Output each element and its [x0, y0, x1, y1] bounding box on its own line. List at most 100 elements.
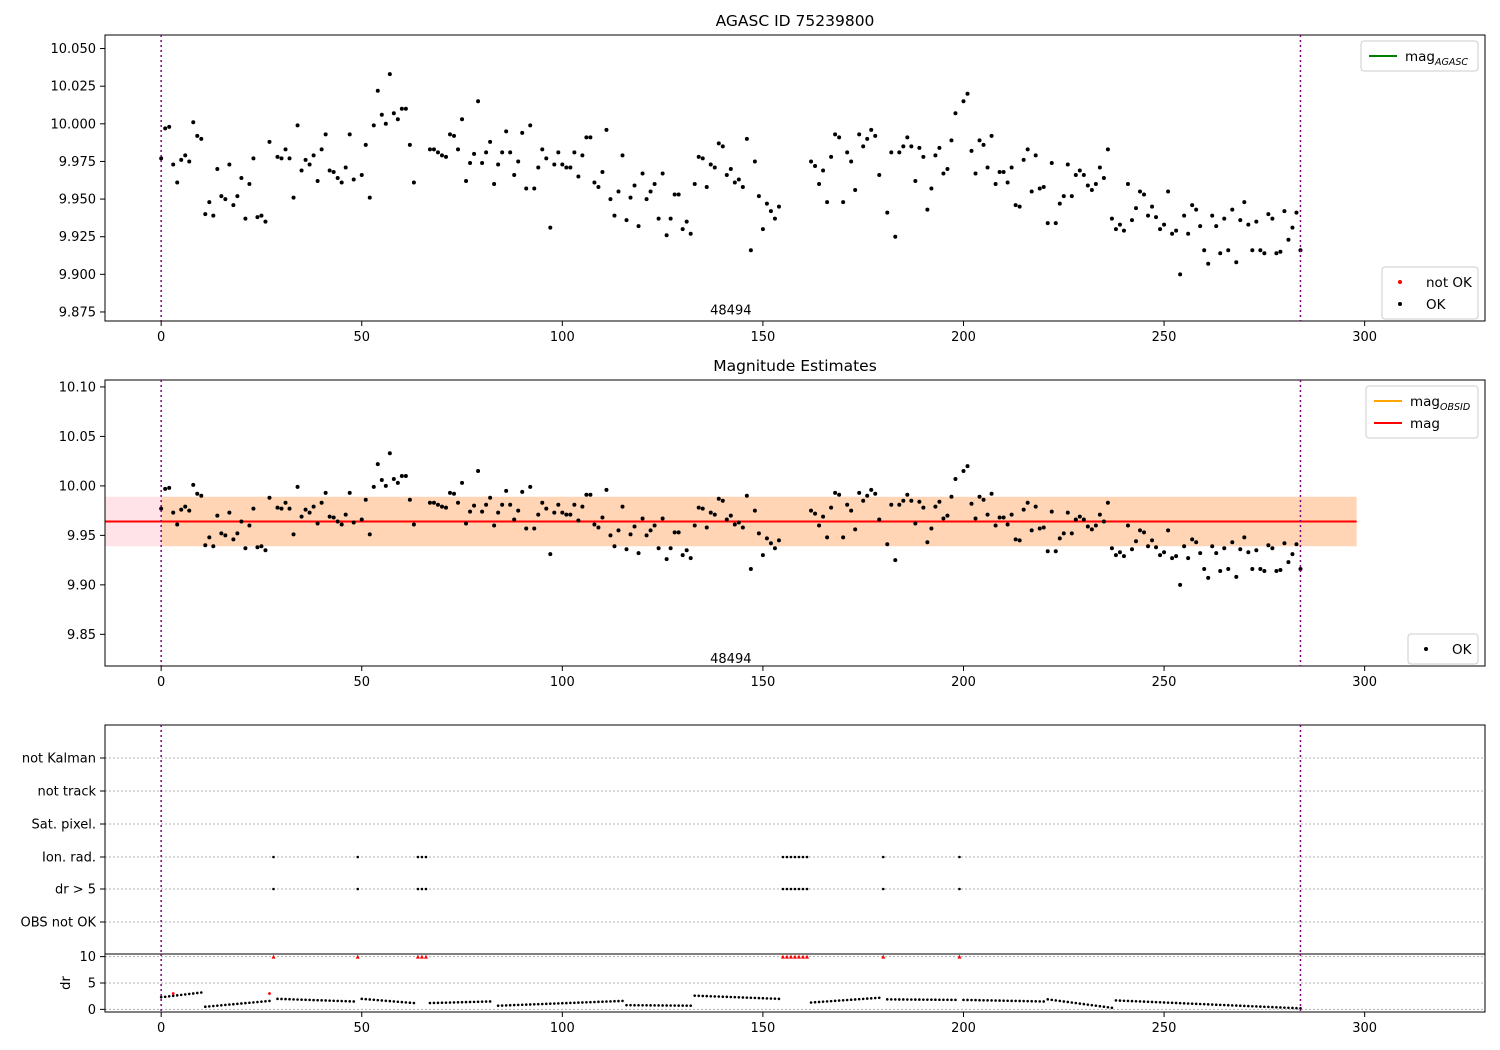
ok-point [1121, 228, 1126, 233]
ok-point [1190, 203, 1195, 208]
x-tick-label: 100 [550, 675, 575, 690]
ok-point [1194, 540, 1199, 545]
ok-point [973, 171, 978, 176]
ok-point [845, 502, 850, 507]
ok-point [1017, 538, 1022, 543]
ok-point [608, 197, 613, 202]
dr-capped-marker [957, 954, 962, 959]
dr-point [472, 1000, 476, 1004]
flag-point [789, 855, 793, 859]
ok-point [961, 469, 966, 474]
ok-point [528, 484, 533, 489]
dr-point [573, 1001, 576, 1005]
dr-point [1287, 1006, 1290, 1010]
dr-point [974, 998, 977, 1002]
flag-point [356, 887, 360, 891]
ok-point [171, 162, 176, 167]
dr-point [1122, 999, 1126, 1003]
dr-point [232, 1002, 235, 1006]
x-tick-label: 300 [1352, 330, 1377, 345]
ok-point [319, 500, 324, 505]
ok-point [648, 189, 653, 194]
ok-point [572, 502, 577, 507]
ok-point [873, 133, 878, 138]
dr-point-not-ok [268, 992, 271, 995]
dr-point [175, 994, 179, 997]
legend-box [1407, 633, 1479, 665]
ok-point [175, 180, 180, 185]
dr-point [934, 998, 937, 1002]
flag-point [881, 887, 885, 891]
ok-point [460, 117, 465, 122]
dr-capped-marker [801, 954, 806, 959]
ok-point [367, 195, 372, 200]
ok-point [299, 514, 304, 519]
ok-point [588, 135, 593, 140]
ok-point [841, 200, 846, 205]
ok-point [536, 512, 541, 517]
ok-point [696, 505, 701, 510]
flag-point [272, 887, 275, 891]
dr-point [849, 998, 853, 1002]
ok-point [299, 168, 304, 173]
dr-point [252, 1001, 255, 1004]
ok-point [371, 123, 376, 128]
dr-point [412, 1001, 416, 1005]
ok-point [744, 136, 749, 141]
ok-point [829, 154, 834, 159]
dr-point [1214, 1003, 1218, 1006]
ok-point [708, 162, 713, 167]
y-tick-label: 9.95 [67, 529, 96, 544]
ok-point [1045, 549, 1050, 554]
axes-frame [104, 724, 1486, 955]
ok-point [1089, 527, 1094, 532]
ok-point [347, 132, 352, 137]
ok-point [977, 138, 982, 143]
ok-point [464, 179, 469, 184]
ok-point [1286, 237, 1291, 242]
dr-point [1014, 999, 1017, 1003]
dr-point [364, 997, 368, 1001]
dr-point [645, 1004, 648, 1007]
dr-point [998, 999, 1001, 1002]
ok-point [941, 516, 946, 521]
legend-subscript: OBSID [1440, 402, 1470, 413]
ok-point [1101, 176, 1106, 180]
dr-point [1170, 1001, 1174, 1005]
ok-point [985, 165, 990, 170]
y-tick-label: 9.900 [59, 268, 96, 283]
ok-point [704, 525, 709, 530]
dr-point [268, 999, 271, 1003]
dr-point [332, 999, 335, 1003]
dr-point [737, 996, 741, 999]
dr-point [256, 1000, 259, 1004]
dr-capped-marker [805, 954, 810, 959]
dr-point [1106, 1005, 1110, 1009]
ok-point [584, 492, 589, 497]
dr-point [1038, 1000, 1042, 1003]
ok-point [945, 166, 950, 171]
dr-point [187, 992, 191, 996]
ok-point [1133, 206, 1138, 211]
ok-point [504, 488, 509, 493]
dr-point [705, 994, 709, 998]
ok-point [732, 180, 737, 185]
ok-point [1097, 165, 1102, 170]
obsid-annotation: 48494 [710, 652, 751, 667]
ok-point [1250, 567, 1255, 572]
dr-point [681, 1004, 684, 1007]
flag-point [789, 887, 793, 891]
dr-point [657, 1004, 660, 1007]
flag-point [805, 855, 809, 859]
dr-point [966, 998, 969, 1002]
ok-point [592, 522, 597, 527]
ok-point [580, 153, 585, 158]
dr-point [328, 999, 331, 1002]
ok-point [215, 166, 220, 171]
ok-point [1278, 568, 1283, 573]
ok-point [520, 489, 525, 494]
ok-point [1113, 553, 1118, 558]
flag-point [958, 887, 961, 891]
legend-label: not OK [1426, 275, 1473, 291]
ok-point [359, 172, 364, 177]
